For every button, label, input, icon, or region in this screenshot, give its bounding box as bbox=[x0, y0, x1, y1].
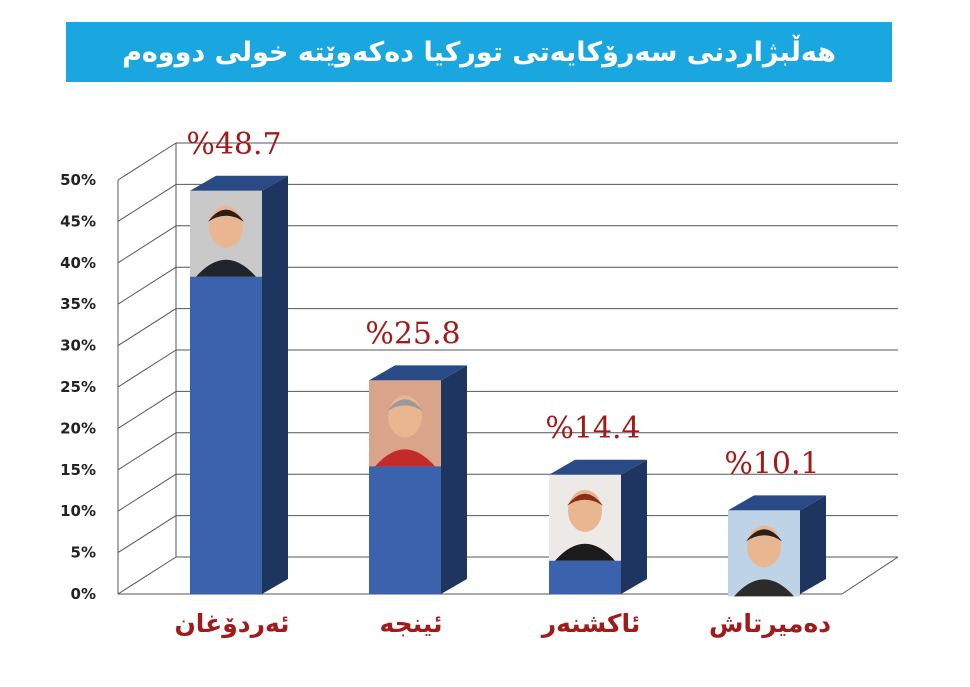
photo-hair bbox=[746, 529, 782, 542]
floor-right-edge bbox=[841, 556, 899, 595]
gridline-diagonal bbox=[117, 142, 177, 181]
value-label: %48.7 bbox=[186, 127, 281, 162]
y-tick-label: 35% bbox=[60, 295, 96, 313]
bar-top bbox=[728, 495, 826, 511]
bar-top bbox=[190, 175, 288, 191]
gridline-diagonal bbox=[117, 349, 177, 388]
bar-side bbox=[262, 175, 288, 594]
category-label: ئاکشنەر bbox=[540, 609, 641, 638]
gridline-diagonal bbox=[117, 183, 177, 222]
gridline-diagonal bbox=[117, 556, 177, 595]
photo-shoulders bbox=[196, 259, 256, 277]
value-label: %10.1 bbox=[724, 446, 819, 481]
ince-photo-icon bbox=[369, 380, 441, 467]
title-banner: هەڵبژاردنی سەرۆکایەتی تورکیا دەکەوێتە خو… bbox=[66, 22, 892, 82]
gridline-diagonal bbox=[117, 225, 177, 264]
category-label: ئینجە bbox=[380, 609, 443, 638]
aksener-photo-icon bbox=[549, 474, 621, 561]
bar-top bbox=[549, 459, 647, 475]
bar-side bbox=[621, 459, 647, 594]
photo-hair bbox=[387, 399, 423, 412]
gridline-diagonal bbox=[117, 432, 177, 471]
y-tick-label: 15% bbox=[60, 461, 96, 479]
photo-shoulders bbox=[375, 449, 435, 467]
gridline-diagonal bbox=[117, 473, 177, 512]
y-tick-label: 50% bbox=[60, 171, 96, 189]
photo-hair bbox=[567, 493, 603, 506]
y-tick-label: 40% bbox=[60, 254, 96, 272]
gridline-diagonal bbox=[117, 390, 177, 429]
y-tick-label: 45% bbox=[60, 212, 96, 230]
y-tick-label: 5% bbox=[71, 544, 96, 562]
category-label: ئەردۆغان bbox=[174, 609, 289, 639]
demirtas-photo-icon bbox=[728, 510, 800, 597]
chart-title: هەڵبژاردنی سەرۆکایەتی تورکیا دەکەوێتە خو… bbox=[122, 36, 836, 68]
gridline-diagonal bbox=[117, 266, 177, 305]
photo-shoulders bbox=[734, 579, 794, 597]
bar-side bbox=[800, 495, 826, 594]
value-label: %14.4 bbox=[545, 411, 640, 446]
bar bbox=[190, 175, 288, 595]
gridline-diagonal bbox=[117, 515, 177, 554]
value-label: %25.8 bbox=[365, 316, 460, 351]
y-tick-label: 0% bbox=[71, 585, 96, 603]
gridline-diagonal bbox=[117, 308, 177, 347]
y-tick-label: 25% bbox=[60, 378, 96, 396]
category-label: دەمیرتاش bbox=[709, 609, 831, 639]
erdogan-photo-icon bbox=[190, 190, 262, 277]
bar bbox=[369, 365, 467, 594]
y-tick-label: 20% bbox=[60, 419, 96, 437]
bar bbox=[549, 459, 647, 594]
y-tick-label: 10% bbox=[60, 502, 96, 520]
photo-hair bbox=[208, 209, 244, 222]
y-tick-label: 30% bbox=[60, 337, 96, 355]
bar-side bbox=[441, 365, 467, 594]
bar bbox=[728, 495, 826, 597]
bar-top bbox=[369, 365, 467, 381]
photo-shoulders bbox=[555, 543, 615, 561]
